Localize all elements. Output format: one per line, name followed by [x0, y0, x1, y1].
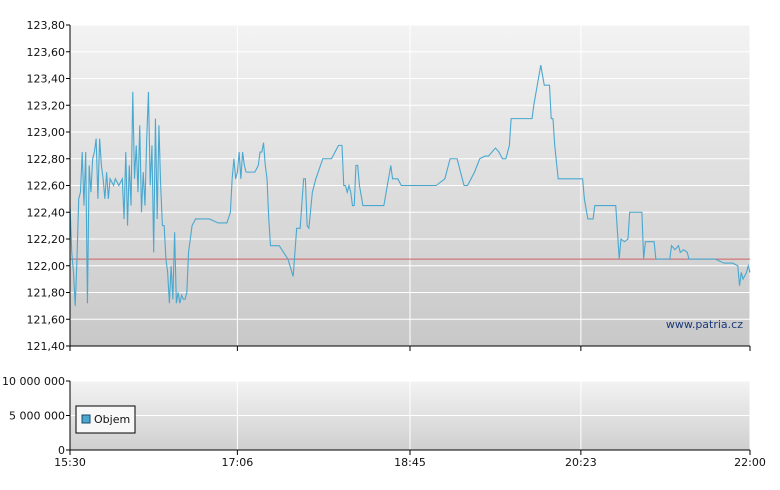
price-y-tick-labels: 121,40 121,60 121,80 122,00 122,20 122,40 122,…: [27, 19, 70, 353]
price-y-tick-label: 123,00: [27, 126, 66, 139]
x-tick-label: 17:06: [222, 456, 254, 469]
price-y-tick-label: 122,60: [27, 180, 66, 193]
price-y-tick-label: 123,60: [27, 46, 66, 59]
legend-swatch-objem: [81, 414, 91, 424]
volume-y-tick-label: 5 000 000: [9, 410, 65, 423]
volume-legend: Objem: [75, 405, 136, 434]
price-y-tick-label: 122,20: [27, 233, 66, 246]
price-y-tick-label: 121,80: [27, 287, 66, 300]
price-y-tick-label: 121,60: [27, 313, 66, 326]
legend-label-objem: Objem: [94, 413, 130, 426]
price-y-tick-label: 122,00: [27, 260, 66, 273]
x-tick-label: 15:30: [54, 456, 86, 469]
volume-y-tick-label: 10 000 000: [2, 375, 65, 388]
x-tick-label: 18:45: [394, 456, 426, 469]
price-y-tick-label: 122,40: [27, 206, 66, 219]
x-tick-label: 20:23: [565, 456, 597, 469]
watermark: www.patria.cz: [666, 318, 743, 331]
x-tick-label: 22:00: [734, 456, 766, 469]
price-y-tick-label: 123,20: [27, 99, 66, 112]
price-y-tick-label: 123,40: [27, 73, 66, 86]
price-y-tick-label: 122,80: [27, 153, 66, 166]
price-y-tick-label: 123,80: [27, 19, 66, 32]
price-y-tick-label: 121,40: [27, 340, 66, 353]
volume-y-tick-labels: 0 5 000 000 10 000 000: [2, 375, 70, 457]
x-tick-labels: 15:30 17:06 18:45 20:23 22:00: [54, 346, 766, 469]
volume-y-tick-label: 0: [58, 444, 65, 457]
price-line: [69, 65, 751, 306]
